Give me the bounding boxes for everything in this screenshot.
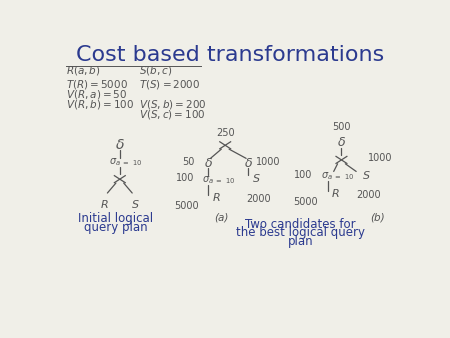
- Text: (b): (b): [370, 212, 385, 222]
- Text: 1000: 1000: [256, 157, 281, 167]
- Text: Initial logical: Initial logical: [78, 212, 153, 225]
- Text: $R$: $R$: [331, 187, 340, 199]
- Text: 100: 100: [176, 173, 194, 184]
- Text: $S$: $S$: [131, 198, 140, 210]
- Text: $\delta$: $\delta$: [244, 157, 253, 170]
- Text: 1000: 1000: [368, 153, 392, 163]
- Text: $R$: $R$: [100, 198, 108, 210]
- Text: $\delta$: $\delta$: [115, 138, 125, 152]
- Text: $V(R,a) = 50$: $V(R,a) = 50$: [66, 88, 127, 100]
- Text: (a): (a): [214, 212, 229, 222]
- Text: $V(S,b) = 200$: $V(S,b) = 200$: [139, 98, 207, 111]
- Text: $S$: $S$: [252, 172, 261, 185]
- Text: $T(R) = 5000$: $T(R) = 5000$: [66, 77, 128, 91]
- Text: Cost based transformations: Cost based transformations: [76, 45, 385, 65]
- Text: 5000: 5000: [293, 197, 318, 207]
- Text: $\sigma_{a\ =\ 10}$: $\sigma_{a\ =\ 10}$: [321, 170, 355, 182]
- Text: $V(S,c) = 100$: $V(S,c) = 100$: [139, 107, 206, 121]
- Text: $\sigma_{a\ =\ 10}$: $\sigma_{a\ =\ 10}$: [202, 174, 235, 186]
- Text: 5000: 5000: [174, 201, 199, 211]
- Text: $\delta$: $\delta$: [337, 137, 346, 149]
- Text: $S$: $S$: [362, 169, 371, 180]
- Text: plan: plan: [288, 235, 313, 248]
- Text: 100: 100: [293, 170, 312, 179]
- Text: $S(b,c)$: $S(b,c)$: [139, 64, 172, 77]
- Text: the best logical query: the best logical query: [236, 226, 365, 239]
- Text: 2000: 2000: [246, 194, 271, 204]
- Text: $\delta$: $\delta$: [203, 157, 213, 170]
- Text: $R(a,b)$: $R(a,b)$: [66, 64, 100, 77]
- Text: $R$: $R$: [212, 191, 220, 203]
- Text: Two candidates for: Two candidates for: [245, 218, 356, 231]
- Text: $T(S) = 2000$: $T(S) = 2000$: [139, 77, 201, 91]
- Text: $V(R,b) = 100$: $V(R,b) = 100$: [66, 98, 134, 111]
- Text: $\sigma_{a\ =\ 10}$: $\sigma_{a\ =\ 10}$: [109, 156, 142, 168]
- Text: 50: 50: [182, 157, 194, 167]
- Text: query plan: query plan: [84, 221, 148, 234]
- Text: 500: 500: [332, 122, 351, 132]
- Text: 250: 250: [216, 127, 234, 138]
- Text: 2000: 2000: [356, 190, 381, 200]
